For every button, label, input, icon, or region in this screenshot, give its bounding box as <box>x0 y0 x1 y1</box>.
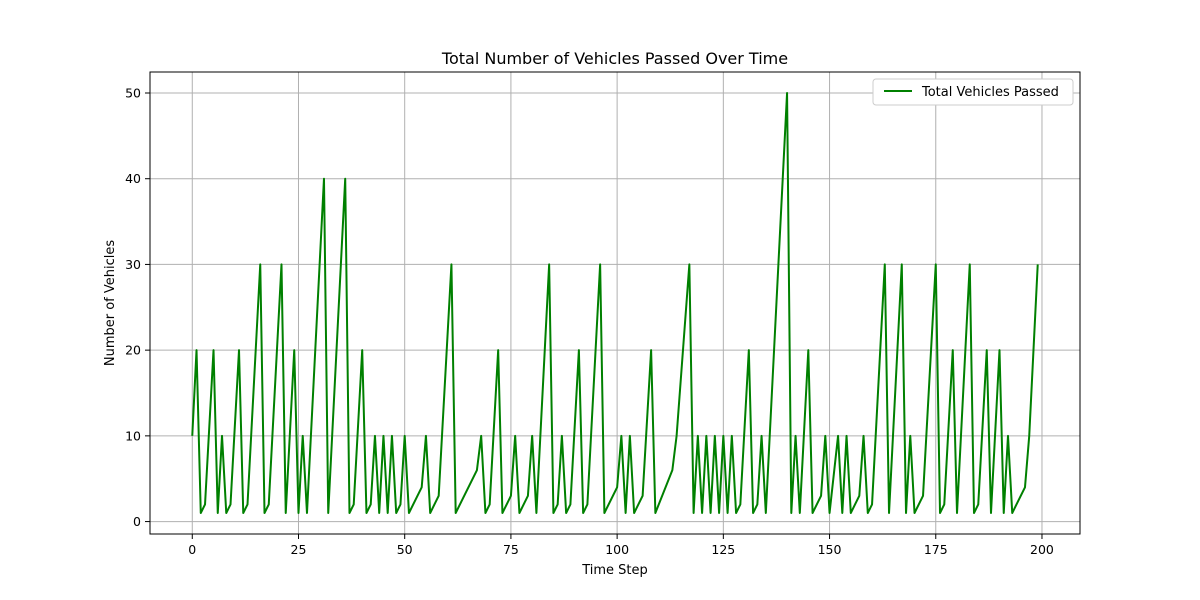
legend-label: Total Vehicles Passed <box>921 85 1059 100</box>
series-layer <box>191 92 1039 514</box>
y-tick-label: 0 <box>133 514 141 529</box>
legend-box <box>872 78 1074 106</box>
series-line <box>191 92 1039 514</box>
y-axis-label: Number of Vehicles <box>103 240 118 367</box>
y-tick-label: 20 <box>125 343 141 358</box>
x-tick-label: 0 <box>188 542 196 557</box>
x-axis-label: Time Step <box>581 563 648 578</box>
y-tick-label: 50 <box>125 86 141 101</box>
y-axis-ticks: 0 10 20 30 40 50 <box>125 86 150 529</box>
x-tick-label: 200 <box>1030 542 1054 557</box>
x-tick-label: 125 <box>711 542 735 557</box>
x-tick-label: 150 <box>818 542 842 557</box>
chart-title: Total Number of Vehicles Passed Over Tim… <box>441 49 788 68</box>
x-axis-ticks: 0 25 50 75 100 125 150 175 200 <box>188 534 1054 557</box>
x-tick-label: 75 <box>503 542 519 557</box>
x-tick-label: 25 <box>291 542 307 557</box>
grid <box>150 72 1080 534</box>
y-tick-label: 40 <box>125 171 141 186</box>
x-tick-label: 50 <box>397 542 413 557</box>
y-tick-label: 10 <box>125 428 141 443</box>
x-tick-label: 175 <box>924 542 948 557</box>
legend: Total Vehicles Passed <box>872 78 1074 106</box>
y-tick-label: 30 <box>125 257 141 272</box>
x-tick-label: 100 <box>605 542 629 557</box>
plot-frame <box>149 71 1081 535</box>
